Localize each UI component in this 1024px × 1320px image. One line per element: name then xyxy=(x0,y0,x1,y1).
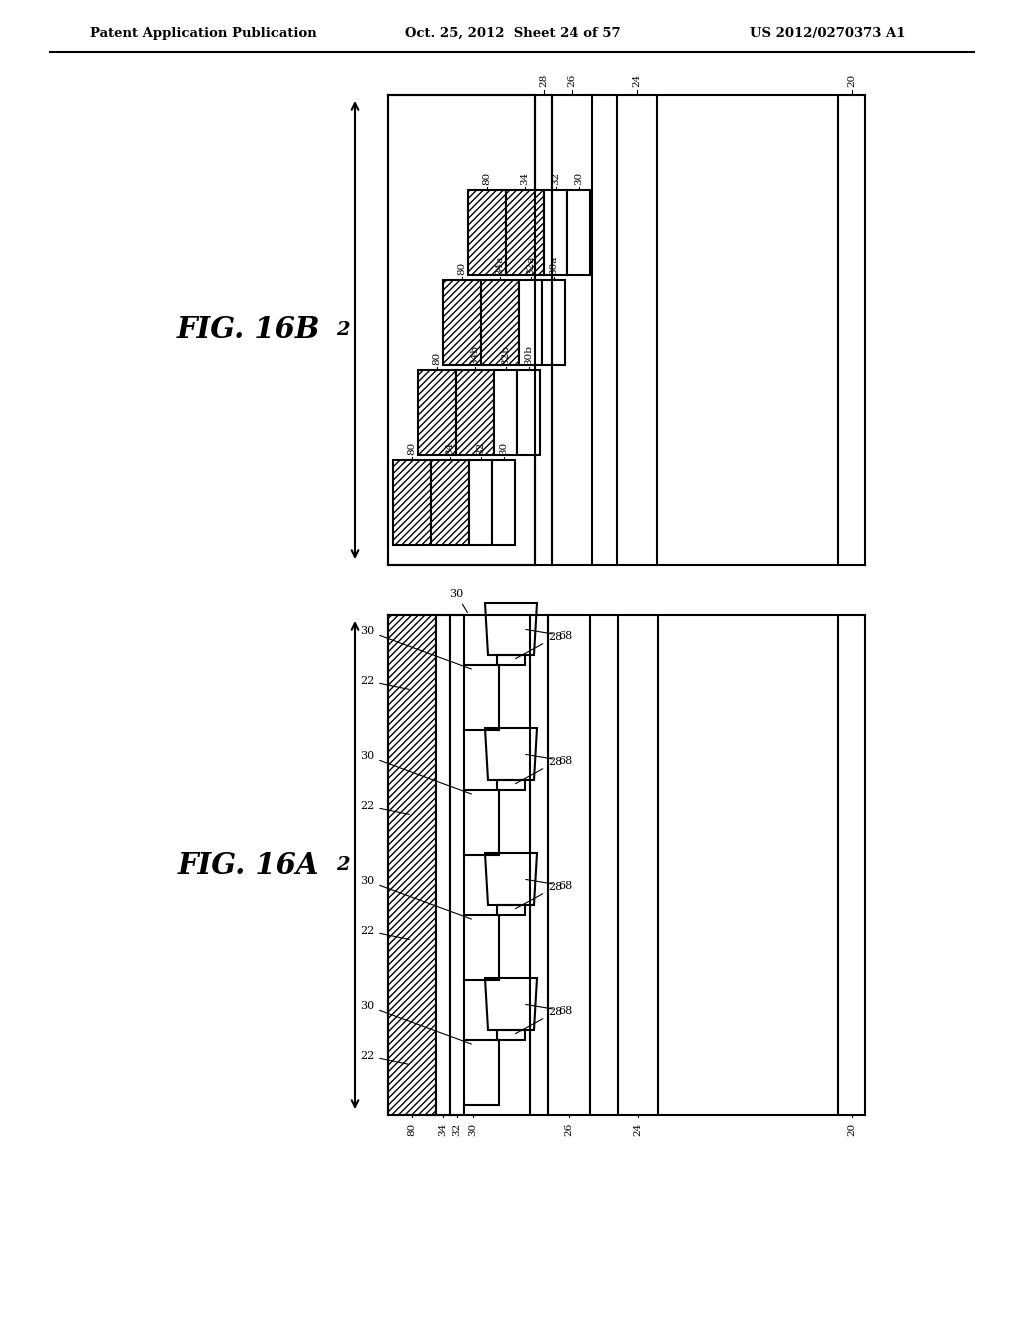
Bar xyxy=(517,370,540,455)
Text: 24: 24 xyxy=(633,74,641,87)
Bar xyxy=(443,280,481,366)
Text: 30a: 30a xyxy=(549,256,558,275)
Text: 30b: 30b xyxy=(524,345,534,366)
Text: 32: 32 xyxy=(453,1123,462,1137)
Text: 32a: 32a xyxy=(526,256,535,275)
Text: 28: 28 xyxy=(515,632,562,659)
Text: 30: 30 xyxy=(360,626,471,669)
Bar xyxy=(544,190,567,275)
Text: 26: 26 xyxy=(564,1123,573,1137)
Text: 80: 80 xyxy=(408,442,417,455)
Bar xyxy=(450,615,464,1115)
Text: Patent Application Publication: Patent Application Publication xyxy=(90,26,316,40)
Text: 22: 22 xyxy=(360,801,410,814)
Text: 34: 34 xyxy=(438,1123,447,1137)
Text: 30: 30 xyxy=(360,1001,471,1044)
Bar xyxy=(542,280,565,366)
Bar xyxy=(388,615,436,1115)
Text: 32: 32 xyxy=(476,442,485,455)
Text: 68: 68 xyxy=(525,879,572,891)
Text: 26: 26 xyxy=(567,74,577,87)
Text: 28: 28 xyxy=(515,882,562,908)
Bar xyxy=(567,190,590,275)
Text: 34: 34 xyxy=(445,442,455,455)
Text: 24: 24 xyxy=(634,1123,642,1137)
Text: 68: 68 xyxy=(525,755,572,766)
Text: 30: 30 xyxy=(499,442,508,455)
Bar xyxy=(497,1030,525,1040)
Bar xyxy=(393,459,431,545)
Bar xyxy=(456,370,494,455)
Text: 2: 2 xyxy=(336,321,350,339)
Text: Oct. 25, 2012  Sheet 24 of 57: Oct. 25, 2012 Sheet 24 of 57 xyxy=(406,26,621,40)
Bar xyxy=(492,459,515,545)
Bar xyxy=(418,370,456,455)
Text: 32: 32 xyxy=(551,172,560,185)
Bar xyxy=(494,370,517,455)
Bar xyxy=(519,280,542,366)
Text: 32b: 32b xyxy=(501,345,510,366)
Bar xyxy=(436,615,450,1115)
Text: 80: 80 xyxy=(408,1123,417,1137)
Bar xyxy=(468,190,506,275)
Text: 28: 28 xyxy=(515,1007,562,1034)
Text: 80: 80 xyxy=(482,172,492,185)
Bar xyxy=(388,95,535,565)
Text: 30: 30 xyxy=(360,751,471,795)
Bar xyxy=(481,280,519,366)
Text: 80: 80 xyxy=(458,261,467,275)
Text: 20: 20 xyxy=(847,1123,856,1137)
Text: FIG. 16A: FIG. 16A xyxy=(177,850,318,879)
Text: US 2012/0270373 A1: US 2012/0270373 A1 xyxy=(750,26,905,40)
Text: 68: 68 xyxy=(525,630,572,642)
Text: 28: 28 xyxy=(539,74,548,87)
Text: FIG. 16B: FIG. 16B xyxy=(176,315,319,345)
Bar xyxy=(469,459,492,545)
Bar xyxy=(497,906,525,915)
Text: 30: 30 xyxy=(360,875,471,919)
Bar xyxy=(431,459,469,545)
Text: 34: 34 xyxy=(520,172,529,185)
Text: 68: 68 xyxy=(525,1005,572,1016)
Text: 20: 20 xyxy=(847,74,856,87)
Text: 22: 22 xyxy=(360,925,410,940)
Text: 30: 30 xyxy=(449,589,468,612)
Text: 22: 22 xyxy=(360,676,410,689)
Text: 22: 22 xyxy=(360,1051,410,1064)
Text: 30: 30 xyxy=(574,172,583,185)
Text: 28: 28 xyxy=(515,756,562,784)
Text: 34a: 34a xyxy=(496,256,505,275)
Bar xyxy=(497,655,525,665)
Text: 34b: 34b xyxy=(470,345,479,366)
Bar xyxy=(506,190,544,275)
Text: 30: 30 xyxy=(469,1123,477,1137)
Text: 80: 80 xyxy=(432,351,441,366)
Bar xyxy=(497,780,525,789)
Text: 2: 2 xyxy=(336,855,350,874)
